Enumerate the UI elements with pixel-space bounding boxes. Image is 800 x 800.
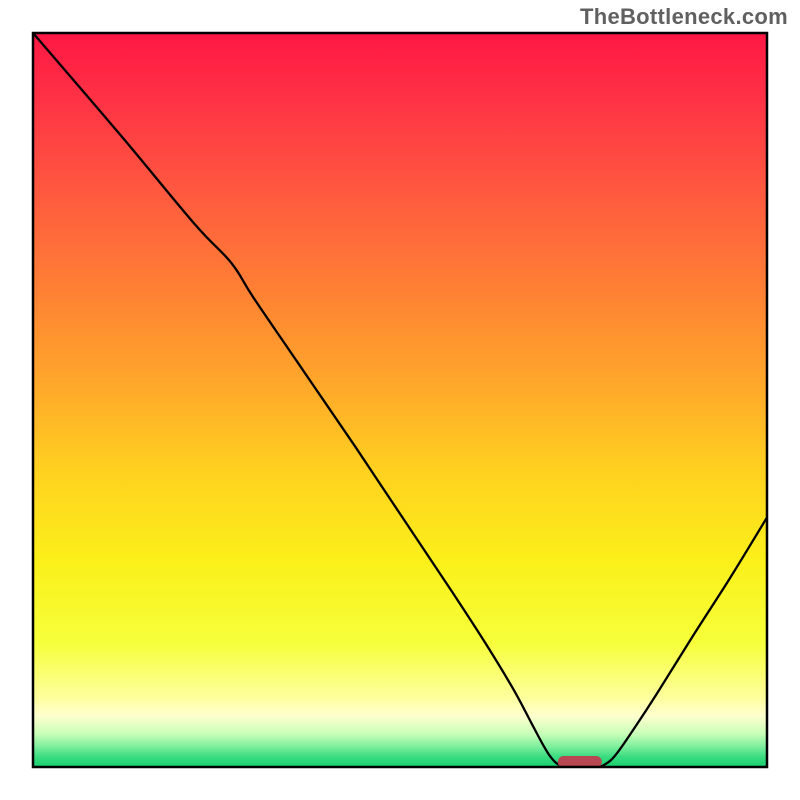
bottleneck-chart — [0, 0, 800, 800]
chart-container: TheBottleneck.com — [0, 0, 800, 800]
watermark-text: TheBottleneck.com — [580, 4, 788, 30]
gradient-background — [33, 33, 767, 767]
